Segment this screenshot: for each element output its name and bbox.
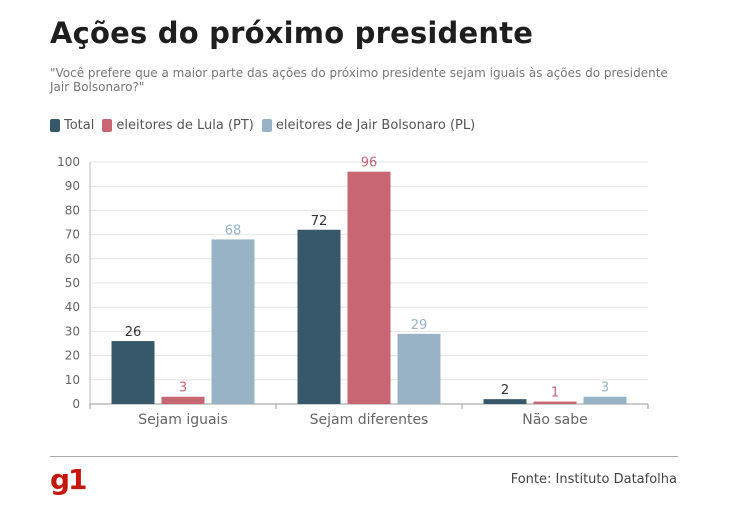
y-tick-label: 90 — [65, 179, 80, 193]
data-label: 3 — [601, 381, 609, 396]
y-tick-label: 50 — [65, 276, 80, 290]
legend-label-total: Total — [64, 118, 95, 133]
x-tick-label: Não sabe — [522, 412, 587, 428]
data-label: 29 — [411, 318, 428, 333]
g1-logo: g1 — [50, 463, 88, 496]
y-tick-label: 20 — [65, 349, 80, 363]
bar — [297, 229, 341, 404]
legend-label-bolsonaro: eleitores de Jair Bolsonaro (PL) — [275, 118, 476, 133]
data-label: 72 — [311, 214, 328, 229]
data-label: 96 — [361, 156, 378, 171]
y-tick-label: 80 — [65, 203, 80, 217]
chart-title: Ações do próximo presidente — [50, 16, 534, 50]
data-label: 1 — [551, 386, 559, 401]
bar — [533, 401, 577, 404]
bar — [397, 333, 441, 404]
bar — [211, 239, 255, 404]
legend-swatch-bolsonaro — [261, 119, 272, 132]
legend-label-lula: eleitores de Lula (PT) — [116, 118, 254, 133]
y-tick-label: 0 — [72, 397, 80, 411]
source-note: Fonte: Instituto Datafolha — [510, 472, 677, 487]
y-tick-label: 30 — [65, 324, 80, 338]
y-tick-label: 70 — [65, 228, 80, 242]
data-label: 3 — [179, 381, 187, 396]
legend-item-total: Total — [50, 118, 94, 133]
y-tick-label: 10 — [65, 373, 80, 387]
legend-item-bolsonaro: eleitores de Jair Bolsonaro (PL) — [261, 118, 476, 133]
data-label: 68 — [225, 223, 242, 238]
y-tick-label: 100 — [57, 155, 80, 169]
data-label: 26 — [125, 325, 142, 340]
y-tick-label: 60 — [65, 252, 80, 266]
bar — [347, 171, 391, 404]
chart-subtitle: "Você prefere que a maior parte das açõe… — [50, 66, 668, 94]
bar — [111, 341, 155, 404]
legend-swatch-total — [50, 119, 60, 132]
legend-swatch-lula — [102, 119, 113, 132]
x-tick-label: Sejam diferentes — [310, 412, 429, 428]
y-tick-label: 40 — [65, 300, 80, 314]
bar — [483, 399, 527, 404]
legend: Total eleitores de Lula (PT) eleitores d… — [50, 118, 477, 133]
bar — [161, 396, 205, 404]
bar — [583, 396, 627, 404]
data-label: 2 — [501, 383, 509, 398]
x-tick-label: Sejam iguais — [138, 412, 227, 428]
footer-divider — [50, 456, 678, 457]
legend-item-lula: eleitores de Lula (PT) — [102, 118, 254, 133]
